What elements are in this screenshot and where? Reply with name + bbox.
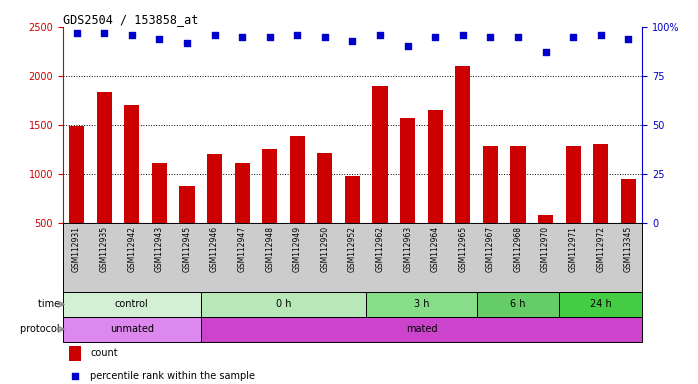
Point — [430, 34, 441, 40]
Point — [181, 40, 193, 46]
Text: control: control — [115, 299, 149, 310]
Text: unmated: unmated — [110, 324, 154, 334]
Bar — [69, 126, 84, 223]
Bar — [124, 105, 140, 223]
Bar — [151, 163, 167, 223]
Point — [154, 36, 165, 42]
Bar — [400, 118, 415, 223]
Point — [457, 31, 468, 38]
Bar — [235, 163, 250, 223]
Point — [98, 30, 110, 36]
Text: GSM112931: GSM112931 — [72, 226, 81, 272]
Text: GSM112963: GSM112963 — [403, 226, 412, 272]
Text: GSM112970: GSM112970 — [541, 226, 550, 272]
Text: 6 h: 6 h — [510, 299, 526, 310]
Text: GSM112945: GSM112945 — [182, 226, 191, 272]
Bar — [510, 146, 526, 223]
Bar — [455, 66, 470, 223]
Text: GSM112968: GSM112968 — [514, 226, 523, 272]
Text: GSM112935: GSM112935 — [100, 226, 109, 272]
Point — [292, 31, 303, 38]
Point — [512, 34, 524, 40]
Text: GSM112946: GSM112946 — [210, 226, 219, 272]
Bar — [477, 292, 559, 317]
Bar — [593, 144, 609, 223]
Text: GSM112952: GSM112952 — [348, 226, 357, 272]
Bar — [373, 86, 387, 223]
Text: 0 h: 0 h — [276, 299, 291, 310]
Text: percentile rank within the sample: percentile rank within the sample — [90, 371, 255, 381]
Text: GSM112972: GSM112972 — [596, 226, 605, 272]
Point — [264, 34, 275, 40]
Text: protocol: protocol — [20, 324, 63, 334]
Bar — [96, 91, 112, 223]
Text: GDS2504 / 153858_at: GDS2504 / 153858_at — [63, 13, 198, 26]
Text: GSM112948: GSM112948 — [265, 226, 274, 272]
Bar — [68, 346, 82, 361]
Text: GSM113345: GSM113345 — [624, 226, 633, 272]
Bar — [262, 149, 277, 223]
Text: mated: mated — [406, 324, 437, 334]
Bar — [428, 110, 443, 223]
Point — [375, 31, 386, 38]
Text: GSM112965: GSM112965 — [459, 226, 468, 272]
Bar — [538, 215, 554, 223]
Text: GSM112947: GSM112947 — [237, 226, 246, 272]
Bar — [290, 136, 305, 223]
Point — [567, 34, 579, 40]
Point — [540, 49, 551, 55]
Point — [126, 31, 138, 38]
Text: time: time — [38, 299, 63, 310]
Bar — [483, 146, 498, 223]
Point — [595, 31, 607, 38]
Bar — [559, 292, 642, 317]
Text: 24 h: 24 h — [590, 299, 611, 310]
Text: GSM112962: GSM112962 — [376, 226, 385, 272]
Point — [347, 38, 358, 44]
Bar — [345, 176, 360, 223]
Point — [485, 34, 496, 40]
Text: GSM112967: GSM112967 — [486, 226, 495, 272]
Bar — [318, 153, 332, 223]
Bar — [621, 179, 636, 223]
Point — [402, 43, 413, 50]
Text: GSM112964: GSM112964 — [431, 226, 440, 272]
Bar — [179, 185, 195, 223]
Text: count: count — [90, 348, 118, 358]
Bar — [201, 317, 642, 342]
Bar — [63, 292, 201, 317]
Bar — [207, 154, 222, 223]
Point — [237, 34, 248, 40]
Text: GSM112942: GSM112942 — [127, 226, 136, 272]
Text: GSM112943: GSM112943 — [155, 226, 164, 272]
Bar — [565, 146, 581, 223]
Bar — [63, 317, 201, 342]
Bar — [366, 292, 477, 317]
Text: GSM112950: GSM112950 — [320, 226, 329, 272]
Bar — [201, 292, 366, 317]
Text: 3 h: 3 h — [414, 299, 429, 310]
Point — [319, 34, 330, 40]
Point — [71, 30, 82, 36]
Point — [623, 36, 634, 42]
Point — [69, 372, 80, 379]
Text: GSM112949: GSM112949 — [293, 226, 302, 272]
Text: GSM112971: GSM112971 — [569, 226, 578, 272]
Point — [209, 31, 220, 38]
